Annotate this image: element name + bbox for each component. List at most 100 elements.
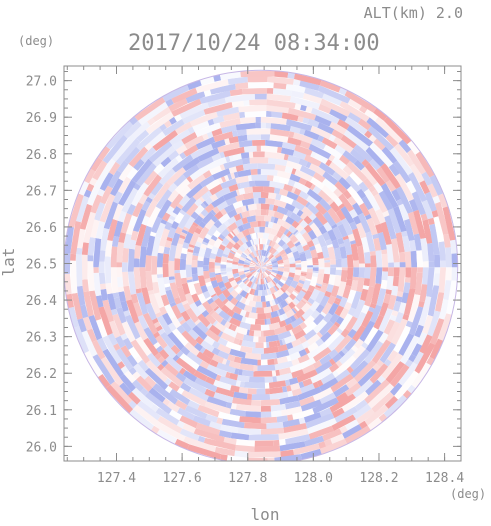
echo-bin	[191, 267, 197, 274]
echo-bin	[330, 267, 336, 275]
echo-bin	[261, 221, 266, 227]
echo-bin	[254, 446, 280, 453]
echo-bin	[255, 440, 274, 446]
echo-bin	[405, 277, 411, 283]
chart-title: 2017/10/24 08:34:00	[128, 31, 380, 56]
echo-bin	[246, 129, 270, 135]
echo-bin	[105, 256, 111, 283]
echo-bin	[261, 417, 277, 424]
echo-bin	[257, 360, 261, 366]
echo-bin	[254, 227, 260, 233]
echo-bin	[76, 248, 82, 255]
echo-bin	[307, 265, 313, 267]
echo-bin	[266, 412, 272, 418]
echo-bin	[364, 278, 371, 286]
echo-bin	[258, 337, 266, 343]
echo-bin	[376, 267, 383, 284]
echo-bin	[381, 249, 387, 254]
echo-bin	[174, 258, 180, 270]
x-tick-label: 127.8	[228, 471, 267, 486]
x-tick-label: 128.2	[359, 471, 398, 486]
echo-bin	[197, 261, 203, 268]
echo-bin	[180, 253, 187, 259]
echo-bin	[248, 76, 268, 82]
echo-bin	[423, 261, 429, 267]
echo-bin	[261, 331, 263, 337]
echo-bin	[209, 269, 215, 273]
echo-bin	[249, 99, 267, 105]
echo-bin	[239, 112, 245, 118]
echo-bin	[330, 265, 336, 268]
echo-bin	[290, 264, 296, 268]
y-tick-label: 26.9	[26, 111, 57, 126]
echo-bin	[324, 267, 330, 274]
echo-bin	[168, 261, 174, 277]
y-tick-label: 26.0	[26, 440, 57, 455]
echo-bin	[261, 406, 271, 412]
x-tick-label: 128.4	[425, 471, 464, 486]
echo-bin	[163, 254, 170, 264]
echo-bin	[353, 267, 359, 277]
echo-bin	[257, 365, 275, 372]
echo-bin	[255, 94, 267, 100]
echo-bin	[87, 255, 93, 261]
echo-bin	[273, 440, 280, 446]
echo-bin	[259, 244, 263, 250]
echo-bin	[215, 266, 221, 269]
echo-bin	[261, 412, 266, 418]
echo-bin	[244, 267, 250, 268]
echo-bin	[244, 423, 267, 430]
echo-bin	[252, 186, 263, 192]
echo-bin	[446, 267, 452, 280]
echo-bin	[388, 267, 394, 276]
echo-bin	[330, 259, 336, 264]
echo-bin	[435, 267, 441, 273]
echo-bin	[191, 260, 197, 267]
echo-bin	[99, 262, 105, 273]
echo-bin	[258, 198, 265, 204]
echo-bin	[318, 269, 324, 274]
echo-bin	[255, 181, 270, 187]
echo-bin	[342, 267, 348, 270]
echo-bin	[272, 376, 277, 382]
echo-bin	[256, 204, 261, 210]
echo-bin	[249, 152, 253, 158]
echo-bin	[259, 227, 265, 233]
echo-bin	[245, 411, 261, 418]
echo-bin	[203, 265, 209, 269]
echo-bin	[249, 434, 279, 440]
echo-bin	[215, 269, 221, 274]
echo-bin	[264, 215, 272, 222]
echo-bin	[261, 122, 266, 128]
y-unit-label: (deg)	[18, 34, 54, 48]
echo-bin	[417, 267, 423, 273]
echo-bin	[399, 252, 405, 262]
echo-bin	[256, 389, 265, 395]
echo-bin	[313, 267, 319, 271]
echo-bin	[394, 262, 400, 267]
echo-bin	[342, 258, 348, 267]
echo-bin	[359, 267, 365, 278]
echo-bin	[255, 302, 262, 308]
echo-bin	[452, 267, 458, 281]
echo-bin	[254, 198, 259, 204]
echo-bin	[255, 319, 265, 325]
echo-bin	[266, 123, 271, 129]
echo-bin	[429, 261, 435, 267]
echo-bin	[319, 267, 325, 269]
echo-bin	[376, 250, 383, 267]
y-tick-label: 26.5	[26, 258, 57, 273]
echo-bin	[258, 221, 261, 227]
echo-bin	[157, 274, 163, 278]
x-axis-label: lon	[251, 505, 280, 521]
echo-bin	[261, 360, 268, 366]
echo-bin	[249, 157, 268, 163]
echo-bin	[116, 262, 122, 267]
echo-bin	[324, 262, 330, 267]
echo-bin	[250, 324, 261, 331]
echo-bin	[242, 88, 267, 95]
echo-bin	[267, 88, 274, 94]
echo-bin	[197, 267, 203, 276]
echo-bin	[252, 394, 271, 400]
